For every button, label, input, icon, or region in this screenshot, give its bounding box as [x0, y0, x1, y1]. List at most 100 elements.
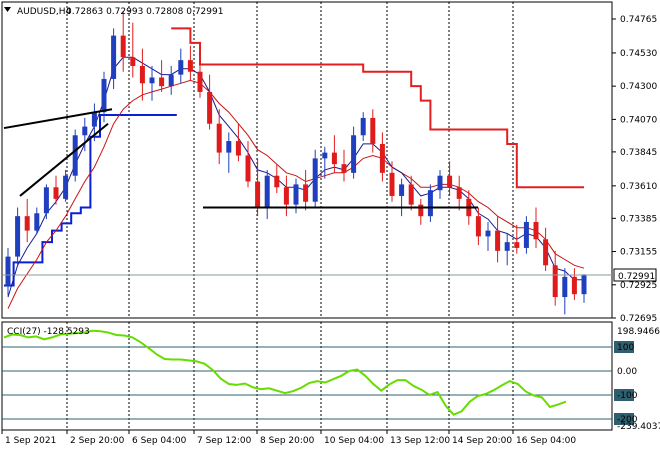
- candle: [379, 132, 385, 182]
- cci-axis-label: -100: [617, 391, 638, 401]
- time-tick-label: 7 Sep 12:00: [197, 436, 252, 446]
- candle: [456, 175, 462, 211]
- candle: [571, 268, 577, 300]
- candle: [274, 164, 280, 194]
- candle: [447, 161, 453, 196]
- candle: [331, 135, 337, 173]
- time-axis: 1 Sep 2021 2 Sep 20:00 6 Sep 04:00 7 Sep 12…: [1, 430, 576, 446]
- candle: [24, 198, 30, 243]
- candle: [235, 123, 241, 162]
- time-tick-label: 14 Sep 20:00: [452, 436, 512, 446]
- current-price-badge: 0.72991: [613, 268, 657, 282]
- candle: [523, 216, 529, 254]
- trend-line-upper[interactable]: [3, 108, 113, 130]
- candle: [408, 175, 414, 211]
- svg-text:0.72991: 0.72991: [618, 272, 655, 282]
- candle: [351, 126, 357, 179]
- candle: [427, 184, 433, 222]
- cci-axis-label: -239.4037: [617, 422, 660, 432]
- chart-header: AUDUSD,H4 0.72863 0.72993 0.72808 0.7299…: [4, 7, 223, 17]
- candle: [216, 109, 222, 165]
- price-tick-label: 0.74765: [620, 15, 657, 25]
- candle: [43, 184, 49, 220]
- cci-plot-area[interactable]: [1, 321, 613, 431]
- candle: [139, 48, 145, 101]
- time-tick-label: 1 Sep 2021: [5, 436, 56, 446]
- candle: [437, 169, 443, 199]
- time-tick-label: 13 Sep 12:00: [390, 436, 450, 446]
- slow-moving-average: [7, 79, 585, 309]
- price-tick-label: 0.74070: [620, 115, 657, 125]
- channel-indicator: [4, 114, 177, 287]
- candle: [120, 11, 126, 72]
- price-tick-label: 0.74300: [620, 82, 657, 92]
- cci-level-badge: [614, 413, 634, 425]
- candle: [360, 112, 366, 142]
- candlestick-series: [5, 11, 587, 315]
- candle: [389, 161, 395, 202]
- candle: [187, 45, 193, 81]
- candle: [63, 169, 69, 202]
- price-tick-label: 0.73845: [620, 148, 657, 158]
- candle: [111, 28, 117, 90]
- candle: [418, 198, 424, 225]
- candle: [15, 207, 21, 267]
- price-tick-label: 0.73385: [620, 214, 657, 224]
- candle: [264, 169, 270, 220]
- candle: [5, 247, 11, 296]
- candle: [130, 22, 136, 78]
- candle: [552, 250, 558, 306]
- price-tick-label: 0.72925: [620, 281, 657, 291]
- cci-indicator: [2, 329, 612, 420]
- cci-level-badge: [614, 341, 634, 353]
- candle: [543, 227, 549, 272]
- candle: [178, 48, 184, 84]
- cci-axis-label: 100: [617, 343, 634, 353]
- candle: [226, 132, 232, 173]
- candle: [34, 207, 40, 234]
- candle: [53, 175, 59, 205]
- candle: [562, 268, 568, 315]
- triangle-down-icon[interactable]: [4, 7, 11, 12]
- candle: [514, 224, 520, 254]
- price-tick-label: 0.73610: [620, 182, 657, 192]
- ohlc-values: 0.72863 0.72993 0.72808 0.72991: [66, 7, 223, 17]
- candle: [168, 65, 174, 95]
- candle: [399, 178, 405, 217]
- candle: [475, 207, 481, 246]
- candle: [159, 60, 165, 92]
- candle: [485, 221, 491, 251]
- candle: [72, 129, 78, 182]
- candle: [533, 207, 539, 248]
- cci-axis-label: 0.00: [617, 367, 637, 377]
- price-axis: 0.74765 0.74530 0.74300 0.74070 0.73845 0.736…: [612, 15, 657, 324]
- cci-axis-label: 198.9466: [617, 327, 660, 337]
- slow-ma-line: [7, 79, 585, 309]
- price-tick-label: 0.72695: [620, 314, 657, 324]
- time-tick-label: 10 Sep 04:00: [324, 436, 384, 446]
- candle: [495, 216, 501, 263]
- candle: [341, 149, 347, 182]
- cci-axis: 198.9466 100 0.00 -100 -200-239.4037: [614, 327, 660, 432]
- drawn-trend-lines[interactable]: [3, 108, 478, 209]
- trend-line-lower[interactable]: [19, 122, 109, 197]
- cci-axis-label: -200: [617, 415, 638, 425]
- candle: [322, 146, 328, 179]
- candle: [283, 175, 289, 217]
- candle: [101, 71, 107, 123]
- symbol-label: AUDUSD,H4: [17, 7, 72, 17]
- candle: [370, 109, 376, 153]
- candle: [303, 169, 309, 211]
- time-tick-label: 6 Sep 04:00: [132, 436, 187, 446]
- price-tick-label: 0.74530: [620, 49, 657, 59]
- cci-header-label: CCI(27) -128.5293: [7, 327, 90, 337]
- upper-band-line: [171, 27, 584, 189]
- candle: [312, 149, 318, 208]
- channel-line: [4, 114, 177, 287]
- time-tick-label: 2 Sep 20:00: [70, 436, 125, 446]
- main-plot-area[interactable]: [1, 1, 613, 319]
- cci-level-badge: [614, 389, 634, 401]
- candle: [149, 65, 155, 101]
- candle: [581, 273, 587, 303]
